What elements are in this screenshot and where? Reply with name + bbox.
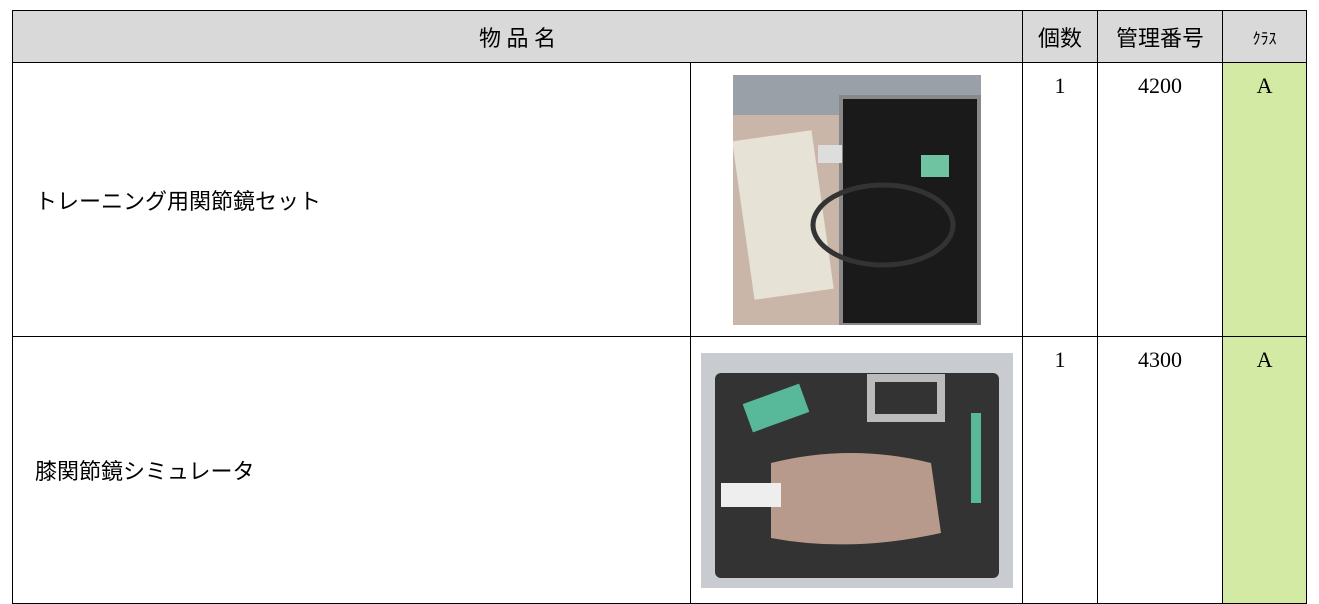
photo xyxy=(732,74,981,325)
item-number: 4200 xyxy=(1097,62,1224,337)
photo-cell xyxy=(689,336,1024,604)
header-count: 個数 xyxy=(1022,10,1099,63)
row: トレーニング用関節鏡セット 1 4200 A xyxy=(12,62,1308,337)
photo xyxy=(700,352,1013,588)
item-count: 1 xyxy=(1022,62,1099,337)
item-class: A xyxy=(1222,336,1308,604)
item-count: 1 xyxy=(1022,336,1099,604)
header-row: 物 品 名 個数 管理番号 ｸﾗｽ xyxy=(11,10,1308,63)
row: 膝関節鏡シミュレータ 1 4300 A xyxy=(12,336,1308,604)
header-class: ｸﾗｽ xyxy=(1222,10,1308,63)
page: 物 品 名 個数 管理番号 ｸﾗｽ トレーニング用関節鏡セット 1 4200 A… xyxy=(11,10,1308,604)
item-number: 4300 xyxy=(1097,336,1224,604)
item-class: A xyxy=(1222,62,1308,337)
item-table: 物 品 名 個数 管理番号 ｸﾗｽ トレーニング用関節鏡セット 1 4200 A… xyxy=(11,10,1308,604)
photo-cell xyxy=(689,62,1024,337)
header-number: 管理番号 xyxy=(1097,10,1224,63)
item-name: 膝関節鏡シミュレータ xyxy=(12,336,691,604)
item-name: トレーニング用関節鏡セット xyxy=(12,62,691,337)
header-name: 物 品 名 xyxy=(11,10,1024,63)
